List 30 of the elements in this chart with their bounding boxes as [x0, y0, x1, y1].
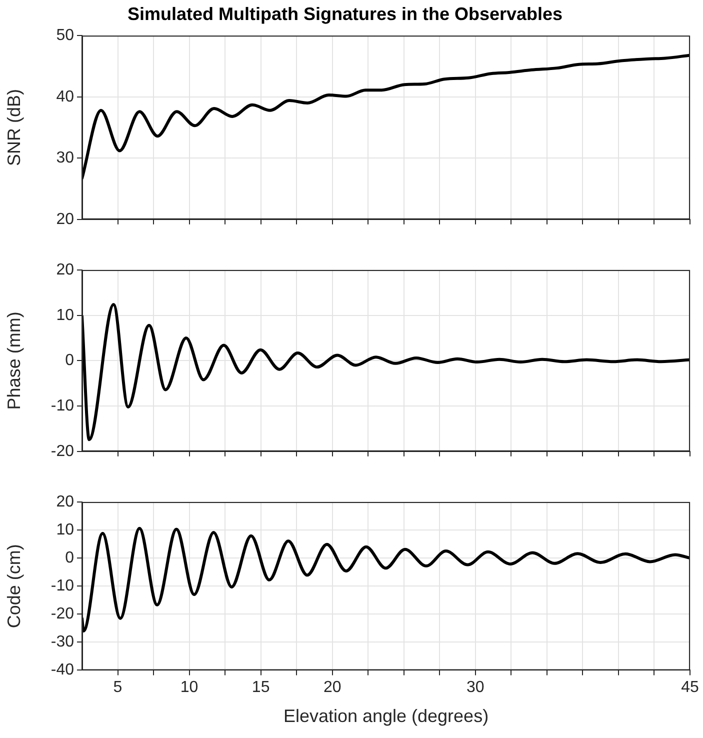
y-tick-label: -20	[50, 442, 74, 460]
y-tick-label: -10	[50, 397, 74, 414]
y-tick-label: -20	[50, 606, 74, 623]
y-tick-label: 50	[56, 27, 74, 44]
y-axis-title: Code (cm)	[4, 544, 24, 628]
line-series	[82, 526, 690, 632]
y-tick-label: -40	[50, 662, 74, 679]
y-tick-label: 10	[56, 521, 74, 538]
y-tick-label: 0	[65, 549, 74, 566]
x-tick-label: 5	[113, 679, 122, 696]
chart-title: Simulated Multipath Signatures in the Observables	[127, 4, 563, 24]
x-tick-label: 20	[323, 679, 342, 696]
line-series	[82, 54, 690, 180]
x-tick-label: 45	[681, 679, 699, 696]
y-tick-label: 20	[56, 261, 74, 278]
x-tick-label: 10	[180, 679, 198, 696]
y-tick-label: 10	[56, 306, 74, 324]
y-tick-label: 40	[56, 88, 74, 106]
y-axis-title: SNR (dB)	[4, 88, 24, 166]
x-axis-title: Elevation angle (degrees)	[283, 706, 489, 726]
y-tick-label: 0	[65, 352, 74, 370]
y-tick-label: 20	[56, 210, 74, 228]
y-tick-label: -10	[50, 578, 74, 595]
x-tick-label: 15	[252, 679, 270, 696]
y-tick-label: -30	[50, 634, 74, 651]
y-tick-label: 20	[56, 493, 74, 510]
x-tick-label: 30	[466, 679, 484, 696]
line-series	[82, 302, 690, 442]
y-tick-label: 30	[56, 150, 74, 167]
y-axis-title: Phase (mm)	[4, 312, 24, 410]
